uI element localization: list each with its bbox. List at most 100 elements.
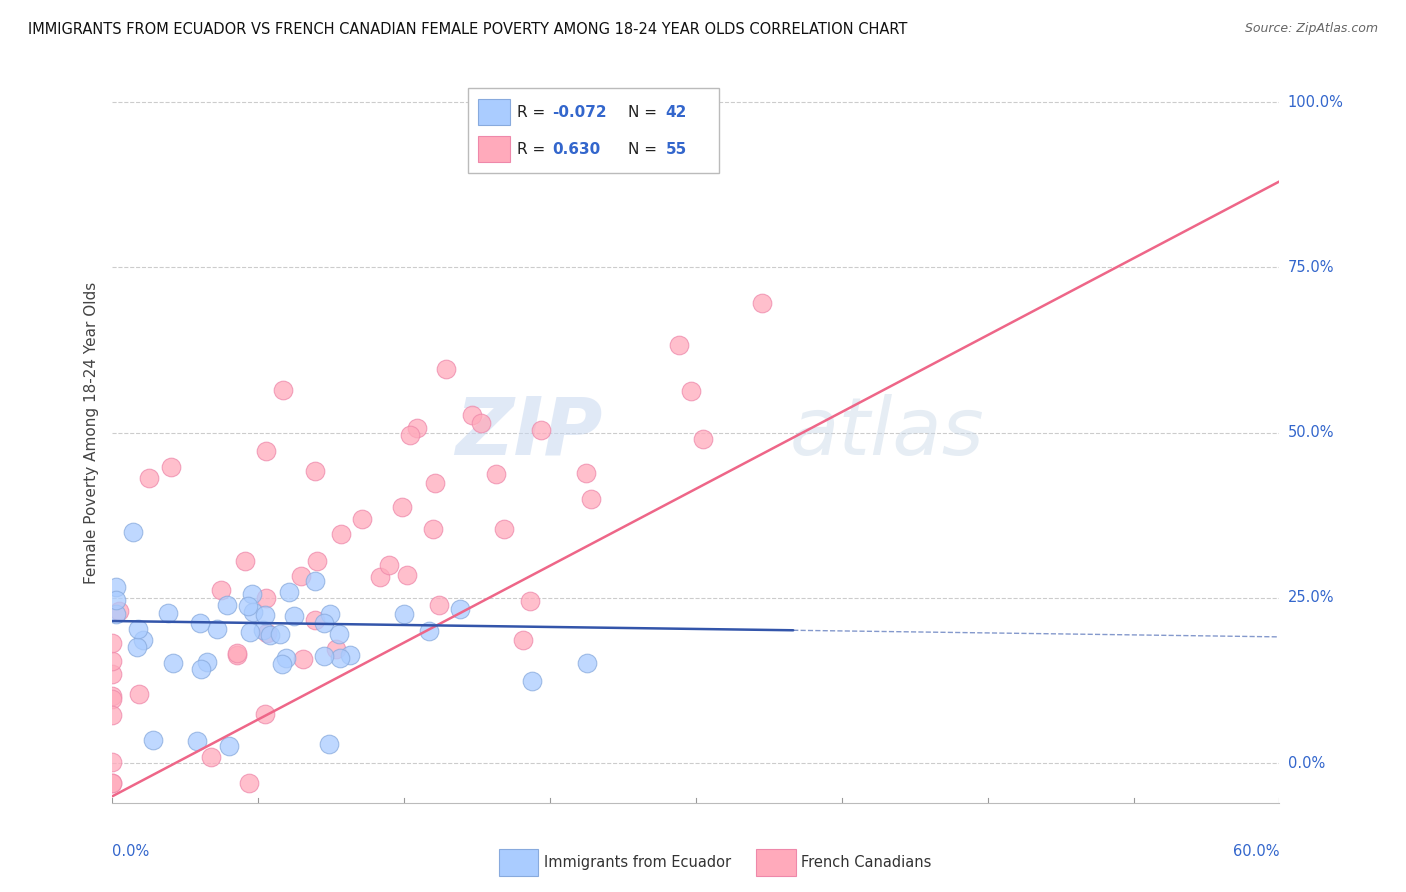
Text: 100.0%: 100.0% [1288, 95, 1344, 110]
Text: 42: 42 [665, 104, 688, 120]
Text: atlas: atlas [789, 393, 984, 472]
Point [276, 650, 298, 665]
Point [492, 523, 515, 537]
Point [470, 416, 492, 430]
FancyBboxPatch shape [468, 88, 720, 173]
Point [422, 522, 444, 536]
Text: 50.0%: 50.0% [1288, 425, 1334, 440]
Point [305, 554, 328, 568]
Text: IMMIGRANTS FROM ECUADOR VS FRENCH CANADIAN FEMALE POVERTY AMONG 18-24 YEAR OLDS : IMMIGRANTS FROM ECUADOR VS FRENCH CANADI… [28, 22, 907, 37]
Text: R =: R = [517, 104, 551, 120]
Point [318, 607, 340, 621]
Point [105, 580, 128, 594]
Point [277, 585, 299, 599]
Point [218, 739, 240, 754]
Point [271, 383, 294, 397]
Point [304, 464, 326, 478]
Point [254, 444, 277, 458]
Point [290, 569, 312, 583]
Point [449, 602, 471, 616]
Point [215, 598, 238, 612]
Point [530, 424, 553, 438]
Text: 75.0%: 75.0% [1288, 260, 1334, 275]
Point [252, 624, 274, 638]
Point [121, 525, 143, 540]
Point [238, 776, 260, 790]
Point [200, 750, 222, 764]
Text: 60.0%: 60.0% [1233, 844, 1279, 858]
Point [325, 642, 347, 657]
Point [101, 708, 124, 723]
Point [668, 338, 690, 352]
Point [127, 622, 149, 636]
Point [138, 471, 160, 485]
Point [253, 706, 276, 721]
Point [576, 657, 599, 671]
Point [314, 615, 336, 630]
Point [304, 613, 326, 627]
Point [239, 624, 262, 639]
Point [195, 655, 218, 669]
Point [101, 666, 124, 681]
Point [259, 628, 281, 642]
Text: Source: ZipAtlas.com: Source: ZipAtlas.com [1244, 22, 1378, 36]
Point [269, 626, 291, 640]
Point [418, 624, 440, 638]
Point [581, 491, 603, 506]
Point [485, 467, 508, 482]
Point [101, 755, 124, 769]
Point [406, 421, 429, 435]
Point [157, 606, 180, 620]
Point [399, 427, 422, 442]
Point [329, 651, 352, 665]
Point [101, 636, 124, 650]
Point [512, 633, 534, 648]
Point [188, 615, 211, 630]
Text: N =: N = [628, 104, 662, 120]
Text: Immigrants from Ecuador: Immigrants from Ecuador [544, 855, 731, 870]
Point [128, 687, 150, 701]
Point [101, 654, 124, 668]
Text: 25.0%: 25.0% [1288, 591, 1334, 606]
Point [271, 657, 294, 672]
FancyBboxPatch shape [478, 136, 510, 162]
Point [105, 592, 128, 607]
Point [242, 606, 264, 620]
Point [291, 652, 314, 666]
Point [254, 591, 277, 605]
Point [205, 622, 228, 636]
Point [352, 512, 374, 526]
Y-axis label: Female Poverty Among 18-24 Year Olds: Female Poverty Among 18-24 Year Olds [83, 282, 98, 583]
Point [751, 296, 773, 310]
Point [225, 646, 247, 660]
Point [101, 776, 124, 790]
Text: French Canadians: French Canadians [801, 855, 932, 870]
Point [520, 673, 543, 688]
Point [283, 608, 305, 623]
Point [423, 476, 446, 491]
Point [575, 467, 598, 481]
Point [318, 737, 340, 751]
Point [108, 604, 131, 618]
Point [240, 587, 263, 601]
Point [368, 570, 391, 584]
Point [328, 626, 350, 640]
Text: ZIP: ZIP [456, 393, 603, 472]
Point [396, 568, 419, 582]
Point [304, 574, 326, 589]
Text: 0.0%: 0.0% [1288, 756, 1324, 771]
Text: N =: N = [628, 142, 662, 157]
Point [427, 599, 450, 613]
Point [254, 607, 277, 622]
Point [329, 527, 352, 541]
Point [339, 648, 361, 662]
Point [160, 459, 183, 474]
Point [681, 384, 703, 398]
Text: 55: 55 [665, 142, 688, 157]
Point [209, 583, 232, 598]
Point [256, 626, 278, 640]
Point [101, 691, 124, 706]
FancyBboxPatch shape [478, 99, 510, 126]
Point [391, 500, 413, 514]
Point [233, 554, 256, 568]
